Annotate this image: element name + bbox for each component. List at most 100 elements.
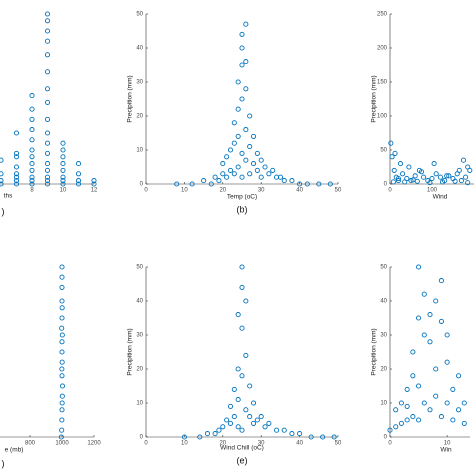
point	[444, 400, 450, 406]
y-tick-label: 10	[380, 401, 387, 407]
point	[316, 181, 322, 187]
point	[254, 167, 260, 173]
point	[239, 373, 245, 379]
point	[393, 407, 399, 413]
point	[91, 181, 97, 187]
point	[44, 161, 51, 167]
point	[59, 400, 65, 406]
point	[460, 157, 467, 163]
point	[433, 366, 439, 372]
point	[239, 96, 245, 102]
point	[59, 284, 65, 290]
point	[450, 386, 456, 392]
panel-label: )	[2, 458, 5, 468]
point	[331, 434, 337, 440]
y-axis-label: Precipition (mm)	[127, 75, 134, 122]
point	[29, 93, 35, 99]
point	[406, 164, 412, 170]
point	[438, 278, 444, 284]
point	[433, 393, 439, 399]
x-tick-label: 30	[258, 188, 265, 194]
x-axis-label: e (mb)	[5, 447, 24, 454]
x-tick-label: 10	[181, 441, 188, 447]
point	[274, 427, 280, 433]
point	[231, 140, 237, 146]
point	[0, 181, 4, 187]
point	[410, 349, 416, 355]
x-tick-label: 1200	[87, 441, 101, 447]
point	[404, 403, 410, 409]
point	[412, 173, 418, 179]
x-tick-label: 800	[25, 441, 36, 447]
point	[395, 176, 401, 182]
point	[29, 116, 35, 122]
point	[60, 161, 66, 167]
point	[458, 178, 464, 184]
point	[59, 325, 65, 331]
point	[201, 178, 207, 184]
point	[44, 140, 51, 146]
point	[216, 427, 222, 433]
point	[431, 161, 437, 167]
point	[254, 150, 260, 156]
point	[29, 106, 35, 112]
point	[227, 403, 234, 409]
point	[231, 414, 237, 420]
point	[427, 339, 433, 345]
y-tick-label: 150	[377, 80, 388, 86]
y-tick-label: 250	[377, 12, 388, 18]
point	[13, 150, 20, 156]
point	[60, 154, 66, 160]
y-axis-label: Precipition (mm)	[371, 75, 378, 122]
point	[197, 434, 203, 440]
point	[227, 420, 234, 426]
point	[250, 420, 257, 426]
point	[59, 373, 65, 379]
point	[465, 164, 471, 170]
point	[250, 161, 257, 167]
point	[59, 383, 66, 389]
point	[231, 386, 237, 392]
point	[235, 312, 241, 318]
point	[243, 298, 249, 304]
x-tick-label: 0	[144, 188, 148, 194]
point	[416, 264, 422, 270]
point	[247, 171, 253, 177]
point	[397, 161, 404, 167]
point	[220, 171, 226, 177]
x-tick-label: 40	[296, 441, 303, 447]
point	[44, 178, 51, 184]
point	[270, 167, 276, 173]
y-axis-label: Precipition (mm)	[371, 328, 378, 375]
point	[421, 332, 427, 338]
point	[239, 264, 245, 270]
point	[235, 424, 241, 430]
point	[427, 312, 433, 318]
point	[395, 178, 401, 184]
y-tick-label: 30	[136, 333, 143, 339]
point	[404, 386, 410, 392]
point	[404, 417, 410, 423]
point	[254, 417, 260, 423]
point	[461, 400, 467, 406]
point	[320, 434, 326, 440]
point	[59, 298, 65, 304]
point	[13, 181, 20, 187]
x-axis-label: Temp (oC)	[227, 194, 257, 201]
point	[224, 154, 230, 160]
point	[235, 397, 241, 403]
point	[400, 171, 406, 177]
point	[231, 171, 237, 177]
x-tick-label: 0	[388, 188, 392, 194]
point	[60, 167, 66, 173]
point	[421, 291, 427, 297]
point	[243, 157, 249, 163]
point	[427, 180, 433, 186]
point	[13, 154, 20, 160]
y-tick-label: 100	[377, 114, 388, 120]
point	[227, 147, 234, 153]
x-tick-label: 10	[60, 188, 67, 194]
point	[29, 137, 35, 143]
point	[239, 31, 245, 37]
